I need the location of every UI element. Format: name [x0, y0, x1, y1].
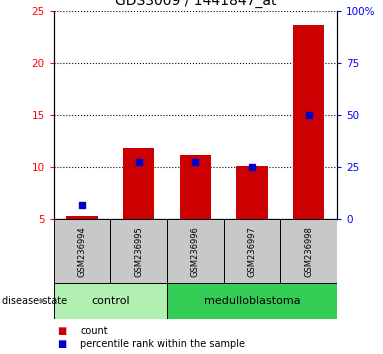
Bar — [293, 25, 324, 219]
Text: disease state: disease state — [2, 296, 67, 306]
Text: ■: ■ — [57, 339, 67, 349]
Text: GSM236994: GSM236994 — [77, 226, 87, 277]
Bar — [280, 219, 337, 283]
Text: GSM236995: GSM236995 — [134, 226, 143, 277]
Bar — [167, 283, 337, 319]
Bar — [224, 219, 280, 283]
Text: percentile rank within the sample: percentile rank within the sample — [80, 339, 246, 349]
Bar — [123, 148, 154, 219]
Bar — [54, 283, 167, 319]
Text: medulloblastoma: medulloblastoma — [204, 296, 300, 306]
Title: GDS3009 / 1441847_at: GDS3009 / 1441847_at — [115, 0, 276, 8]
Bar — [110, 219, 167, 283]
Text: GSM236996: GSM236996 — [191, 226, 200, 277]
Bar — [167, 219, 224, 283]
Text: GSM236997: GSM236997 — [247, 226, 257, 277]
Text: count: count — [80, 326, 108, 336]
Bar — [180, 155, 211, 219]
Text: ■: ■ — [57, 326, 67, 336]
Text: control: control — [91, 296, 129, 306]
Bar — [236, 166, 268, 219]
Bar — [66, 216, 98, 219]
Text: GSM236998: GSM236998 — [304, 226, 313, 277]
Bar — [54, 219, 110, 283]
